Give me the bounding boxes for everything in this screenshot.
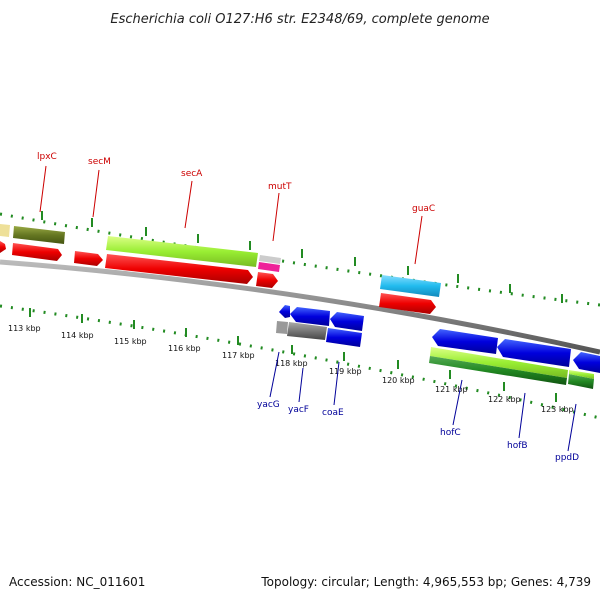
reverse-cds-track <box>279 305 600 373</box>
cds-arrow <box>105 254 253 284</box>
cog-block <box>569 370 594 379</box>
gene-label-hofc: hofC <box>440 428 461 438</box>
scale-label: 120 kbp <box>382 376 415 385</box>
cog-block <box>429 356 567 385</box>
scale-label: 123 kbp <box>541 405 574 414</box>
cog-track-top <box>0 224 441 297</box>
forward-cds-track <box>0 241 436 314</box>
cds-arrow <box>290 307 330 326</box>
gene-label-mutt: mutT <box>268 182 292 192</box>
genome-backbone <box>0 259 600 355</box>
accession-text: Accession: NC_011601 <box>9 575 145 589</box>
gene-label-yacf: yacF <box>288 405 309 415</box>
scale-label: 116 kbp <box>168 344 201 353</box>
cog-block <box>568 374 594 389</box>
cds-arrow <box>330 312 364 331</box>
gene-label-coae: coaE <box>322 408 344 418</box>
cog-block <box>326 328 362 347</box>
scale-label: 121 kbp <box>435 385 468 394</box>
cog-block <box>276 321 288 334</box>
lower-major-ticks <box>29 308 557 402</box>
cog-block <box>430 347 568 378</box>
gene-label-hofb: hofB <box>507 441 528 451</box>
topology-text: Topology: circular; Length: 4,965,553 bp… <box>260 575 591 589</box>
cog-block <box>259 255 281 264</box>
scale-label: 118 kbp <box>275 359 308 368</box>
cog-track-bottom <box>276 321 594 389</box>
scale-labels: 113 kbp 114 kbp 115 kbp 116 kbp 117 kbp … <box>8 324 574 414</box>
upper-major-ticks <box>41 211 563 303</box>
scale-label: 115 kbp <box>114 337 147 346</box>
scale-label: 119 kbp <box>329 367 362 376</box>
gene-label-seca: secA <box>181 169 203 179</box>
gene-label-secm: secM <box>88 157 111 167</box>
scale-label: 113 kbp <box>8 324 41 333</box>
gene-label-ppdd: ppdD <box>555 453 579 463</box>
scale-label: 117 kbp <box>222 351 255 360</box>
cog-block <box>0 224 10 237</box>
cog-block <box>380 275 441 297</box>
top-label-leaders <box>39 165 423 265</box>
cds-arrow <box>432 329 498 354</box>
cds-arrow <box>573 352 600 373</box>
cog-block <box>106 236 258 267</box>
cog-block <box>13 226 65 244</box>
bottom-label-leaders <box>269 351 577 452</box>
cog-block <box>287 322 327 340</box>
cds-arrow <box>12 243 62 261</box>
cds-arrow <box>279 305 290 318</box>
cds-arrow <box>379 293 436 314</box>
gene-label-lpxc: lpxC <box>37 152 57 162</box>
scale-label: 122 kbp <box>488 395 521 404</box>
cog-block <box>258 262 280 272</box>
gene-label-yacg: yacG <box>257 400 280 410</box>
cds-arrow <box>74 251 103 266</box>
cds-arrow <box>0 241 6 253</box>
cds-arrow <box>497 339 571 367</box>
gene-label-guac: guaC <box>412 204 435 214</box>
map-title: Escherichia coli O127:H6 str. E2348/69, … <box>110 12 489 27</box>
cds-arrow <box>256 272 278 288</box>
scale-label: 114 kbp <box>61 331 94 340</box>
